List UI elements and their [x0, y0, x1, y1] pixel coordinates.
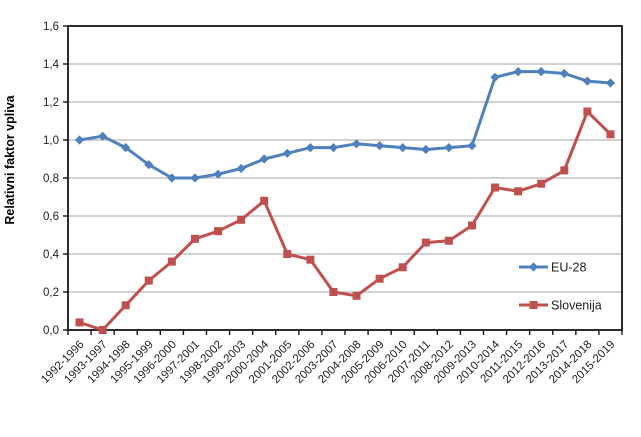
series-marker-slovenija — [98, 326, 107, 334]
series-marker-eu-28 — [467, 141, 477, 151]
series-marker-slovenija — [537, 179, 546, 188]
series-marker-eu-28 — [582, 76, 592, 86]
y-tick-label: 0,6 — [43, 211, 59, 223]
series-marker-slovenija — [606, 130, 615, 139]
series-marker-slovenija — [144, 276, 153, 285]
series-marker-slovenija — [375, 274, 384, 283]
series-marker-slovenija — [352, 291, 361, 300]
y-tick-label: 0,0 — [43, 325, 59, 337]
y-tick-label: 0,4 — [43, 249, 60, 261]
series-marker-slovenija — [583, 107, 592, 116]
series-marker-slovenija — [75, 318, 84, 327]
series-marker-slovenija — [167, 257, 176, 266]
series-marker-eu-28 — [259, 154, 269, 164]
y-tick-label: 0,2 — [43, 287, 59, 299]
legend-item-slovenija: Slovenija — [519, 299, 602, 313]
series-marker-eu-28 — [398, 143, 408, 153]
series-marker-eu-28 — [282, 148, 292, 158]
y-tick-label: 1,2 — [43, 97, 59, 109]
series-marker-slovenija — [260, 196, 269, 205]
series-marker-slovenija — [190, 234, 199, 243]
series-marker-eu-28 — [559, 68, 569, 79]
series-marker-slovenija — [306, 255, 315, 264]
legend-label-slovenija: Slovenija — [551, 299, 602, 313]
series-marker-eu-28 — [213, 169, 223, 179]
series-marker-slovenija — [398, 263, 407, 272]
series-marker-eu-28 — [98, 131, 108, 141]
legend: EU-28 Slovenija — [519, 261, 602, 313]
series-marker-eu-28 — [444, 143, 454, 153]
series-marker-eu-28 — [74, 135, 85, 145]
series-slovenija — [75, 107, 615, 334]
y-tick-label: 1,0 — [43, 135, 59, 147]
series-marker-eu-28 — [351, 139, 362, 149]
series-marker-eu-28 — [190, 173, 200, 183]
series-marker-slovenija — [237, 215, 246, 224]
series-marker-eu-28 — [144, 160, 154, 170]
series-marker-eu-28 — [167, 173, 177, 183]
series-eu-28 — [74, 67, 616, 183]
series-marker-eu-28 — [513, 67, 523, 77]
series-marker-eu-28 — [536, 67, 546, 77]
series-marker-slovenija — [560, 166, 569, 175]
series-marker-eu-28 — [421, 144, 431, 155]
series-marker-eu-28 — [328, 143, 339, 153]
y-tick-label: 1,4 — [43, 59, 60, 71]
legend-marker-eu-28 — [528, 262, 539, 272]
series-marker-eu-28 — [490, 72, 500, 82]
series-marker-slovenija — [121, 301, 130, 310]
series-marker-slovenija — [421, 238, 430, 247]
series-marker-slovenija — [283, 250, 292, 258]
series-marker-eu-28 — [236, 163, 246, 174]
y-axis-title: Relativni faktor vpliva — [3, 94, 17, 224]
legend-marker-slovenija — [529, 301, 538, 309]
series-marker-slovenija — [444, 236, 453, 245]
legend-label-eu-28: EU-28 — [551, 261, 586, 275]
series-marker-slovenija — [329, 288, 338, 296]
series-marker-slovenija — [491, 183, 500, 192]
series-marker-eu-28 — [121, 143, 131, 153]
y-tick-label: 0,8 — [43, 173, 59, 185]
y-tick-label: 1,6 — [43, 21, 59, 33]
series-marker-slovenija — [467, 221, 476, 230]
series-marker-slovenija — [514, 187, 523, 196]
series-marker-eu-28 — [375, 141, 385, 151]
series-marker-eu-28 — [605, 78, 616, 88]
series-marker-eu-28 — [305, 143, 315, 153]
legend-item-eu-28: EU-28 — [519, 261, 586, 275]
series-line-eu-28 — [78, 70, 612, 180]
series-marker-slovenija — [214, 227, 223, 236]
